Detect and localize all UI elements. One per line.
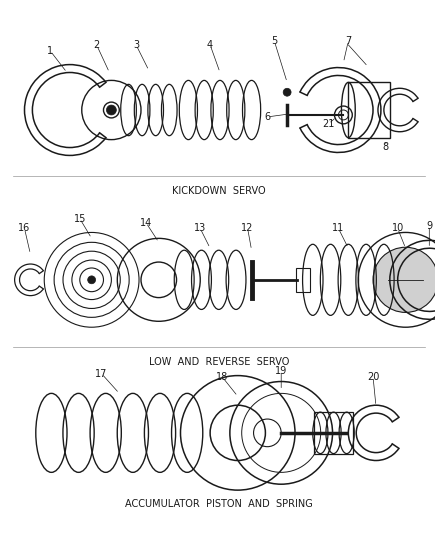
Bar bbox=[296, 268, 310, 292]
Text: 12: 12 bbox=[241, 223, 254, 233]
Text: 21: 21 bbox=[322, 119, 335, 129]
Text: 15: 15 bbox=[74, 214, 86, 224]
Bar bbox=[314, 412, 353, 454]
Text: 8: 8 bbox=[383, 142, 389, 151]
Text: 20: 20 bbox=[367, 372, 379, 382]
Text: 13: 13 bbox=[194, 223, 206, 233]
Text: 5: 5 bbox=[271, 36, 277, 46]
Text: 9: 9 bbox=[426, 221, 432, 231]
Circle shape bbox=[88, 276, 95, 284]
Circle shape bbox=[106, 105, 117, 115]
Circle shape bbox=[373, 247, 438, 312]
Text: 11: 11 bbox=[332, 223, 345, 233]
Text: 10: 10 bbox=[392, 223, 404, 233]
Text: 6: 6 bbox=[264, 112, 270, 122]
Text: ACCUMULATOR  PISTON  AND  SPRING: ACCUMULATOR PISTON AND SPRING bbox=[125, 499, 313, 509]
Text: 1: 1 bbox=[47, 46, 53, 56]
Text: KICKDOWN  SERVO: KICKDOWN SERVO bbox=[172, 186, 266, 196]
Text: 14: 14 bbox=[140, 217, 152, 228]
Bar bbox=[348, 83, 390, 138]
Text: 17: 17 bbox=[95, 369, 108, 378]
Text: 3: 3 bbox=[133, 40, 139, 50]
Text: 2: 2 bbox=[93, 40, 100, 50]
Circle shape bbox=[283, 88, 291, 96]
Text: LOW  AND  REVERSE  SERVO: LOW AND REVERSE SERVO bbox=[149, 357, 289, 367]
Text: 7: 7 bbox=[345, 36, 351, 46]
Text: 18: 18 bbox=[216, 372, 228, 382]
Text: 19: 19 bbox=[275, 366, 287, 376]
Text: 16: 16 bbox=[18, 223, 31, 233]
Text: 4: 4 bbox=[207, 40, 213, 50]
